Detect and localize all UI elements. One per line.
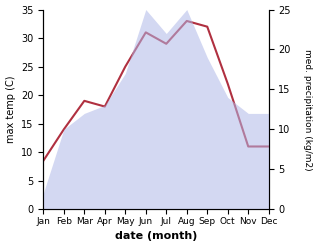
X-axis label: date (month): date (month) <box>115 231 197 242</box>
Y-axis label: med. precipitation (kg/m2): med. precipitation (kg/m2) <box>303 49 313 170</box>
Y-axis label: max temp (C): max temp (C) <box>5 76 16 143</box>
